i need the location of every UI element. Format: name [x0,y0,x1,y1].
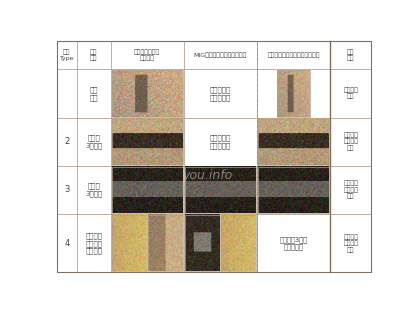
Text: 根据大规
范化成型
线内: 根据大规 范化成型 线内 [343,181,358,199]
Bar [184,69,257,117]
Bar [111,117,184,166]
Bar [57,69,77,117]
Bar [57,214,77,272]
Text: 常规仰板式平板钢管各工序外形: 常规仰板式平板钢管各工序外形 [268,52,320,58]
Bar [77,166,111,214]
Text: 大厂板
3处偏板: 大厂板 3处偏板 [85,183,102,197]
Bar [184,117,257,166]
Bar [57,117,77,166]
Bar [330,166,371,214]
Bar [185,215,220,271]
Bar [185,167,256,213]
Text: 序号
Type: 序号 Type [60,49,74,61]
Bar [257,214,330,272]
Bar [184,41,257,69]
Bar [184,166,257,214]
Text: 下坡焊法各工序
外观成型: 下坡焊法各工序 外观成型 [134,49,161,61]
Bar [184,214,257,272]
Bar [257,166,330,214]
Bar [111,214,184,272]
Bar [111,41,184,69]
Text: 根据大规
范化成型
线内: 根据大规 范化成型 线内 [343,132,358,151]
Bar [258,167,329,213]
Text: 备注
说明: 备注 说明 [347,49,354,61]
Text: 根据大规
范化大型
线分: 根据大规 范化大型 线分 [343,234,358,253]
Bar [77,214,111,272]
Bar [77,41,111,69]
Text: you.info: you.info [183,169,233,182]
Bar [57,166,77,214]
Text: 不适采用3件件
板外生产板: 不适采用3件件 板外生产板 [280,236,308,250]
Text: MIG焊接法各工序一工序外形: MIG焊接法各工序一工序外形 [194,52,247,58]
Bar [112,215,147,271]
Text: 不适与采用
生产工序板: 不适与采用 生产工序板 [210,135,231,149]
Bar [112,70,183,117]
Bar [330,41,371,69]
Bar [148,215,183,271]
Text: 3: 3 [64,185,70,194]
Bar [77,117,111,166]
Bar [221,215,256,271]
Text: 出板
衬板: 出板 衬板 [89,86,98,100]
Bar [77,69,111,117]
Bar [330,69,371,117]
Bar [330,117,371,166]
Bar [112,118,183,165]
Bar [257,117,330,166]
Text: 2: 2 [64,137,69,146]
Bar [111,69,184,117]
Bar [257,69,330,117]
Text: 不适与采用
生产工序板: 不适与采用 生产工序板 [210,86,231,100]
Text: 先进板
3件基板: 先进板 3件基板 [85,135,102,149]
Bar [277,70,310,117]
Bar [257,41,330,69]
Text: 可以大扎
打与轧板
之广产板: 可以大扎 打与轧板 之广产板 [85,232,102,254]
Bar [330,214,371,272]
Text: 加工
工序: 加工 工序 [90,49,97,61]
Text: 4: 4 [64,239,69,248]
Text: 外形成型
一道: 外形成型 一道 [343,87,358,100]
Bar [112,167,183,213]
Bar [258,118,329,165]
Bar [111,166,184,214]
Bar [57,41,77,69]
